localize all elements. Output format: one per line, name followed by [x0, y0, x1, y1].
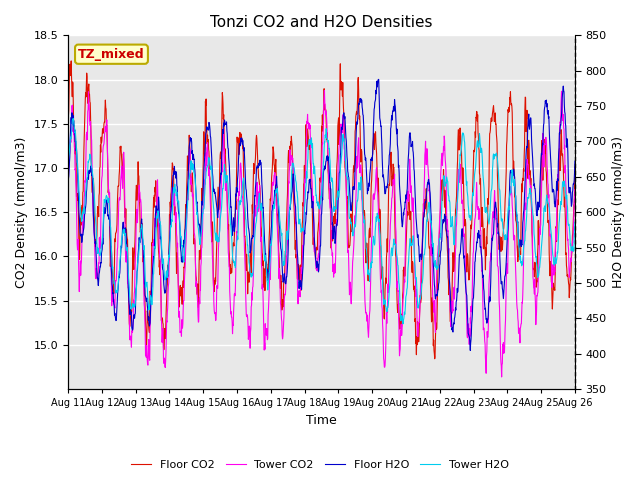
Floor H2O	[467, 348, 474, 353]
Floor CO2	[67, 58, 75, 64]
Tower CO2	[321, 88, 328, 94]
Floor CO2	[234, 137, 242, 143]
Floor CO2	[165, 254, 173, 260]
Tower H2O	[511, 192, 519, 197]
Floor H2O	[164, 259, 172, 265]
Tower H2O	[234, 237, 242, 242]
Y-axis label: CO2 Density (mmol/m3): CO2 Density (mmol/m3)	[15, 136, 28, 288]
Floor CO2	[511, 206, 519, 212]
Title: Tonzi CO2 and H2O Densities: Tonzi CO2 and H2O Densities	[210, 15, 433, 30]
Floor CO2	[571, 164, 579, 170]
X-axis label: Time: Time	[306, 414, 337, 427]
Tower CO2	[571, 187, 579, 192]
Tower H2O	[401, 309, 408, 315]
Floor CO2	[431, 356, 438, 361]
Floor CO2	[177, 287, 185, 293]
Tower CO2	[498, 374, 506, 380]
Tower H2O	[70, 116, 77, 121]
Tower CO2	[511, 259, 519, 265]
Legend: Floor CO2, Tower CO2, Floor H2O, Tower H2O: Floor CO2, Tower CO2, Floor H2O, Tower H…	[126, 456, 514, 474]
Floor H2O	[400, 207, 408, 213]
Tower CO2	[64, 181, 72, 187]
Floor H2O	[64, 191, 72, 196]
Floor CO2	[64, 119, 72, 124]
Tower CO2	[177, 329, 184, 335]
Tower H2O	[399, 321, 407, 327]
Tower CO2	[234, 218, 241, 224]
Y-axis label: H2O Density (mmol/m3): H2O Density (mmol/m3)	[612, 136, 625, 288]
Line: Floor CO2: Floor CO2	[68, 61, 575, 359]
Text: TZ_mixed: TZ_mixed	[78, 48, 145, 60]
Tower H2O	[467, 217, 474, 223]
Floor H2O	[234, 177, 241, 182]
Floor H2O	[177, 247, 184, 252]
Tower H2O	[571, 219, 579, 225]
Tower CO2	[400, 282, 408, 288]
Tower CO2	[164, 283, 172, 288]
Floor H2O	[571, 158, 579, 164]
Floor CO2	[400, 264, 408, 270]
Tower CO2	[467, 315, 474, 321]
Tower H2O	[165, 252, 173, 258]
Floor H2O	[511, 193, 519, 199]
Line: Floor H2O: Floor H2O	[68, 79, 575, 350]
Floor CO2	[467, 232, 474, 238]
Floor H2O	[467, 340, 474, 346]
Line: Tower CO2: Tower CO2	[68, 91, 575, 377]
Line: Tower H2O: Tower H2O	[68, 119, 575, 324]
Floor H2O	[374, 76, 382, 82]
Tower H2O	[64, 160, 72, 166]
Tower H2O	[177, 234, 185, 240]
